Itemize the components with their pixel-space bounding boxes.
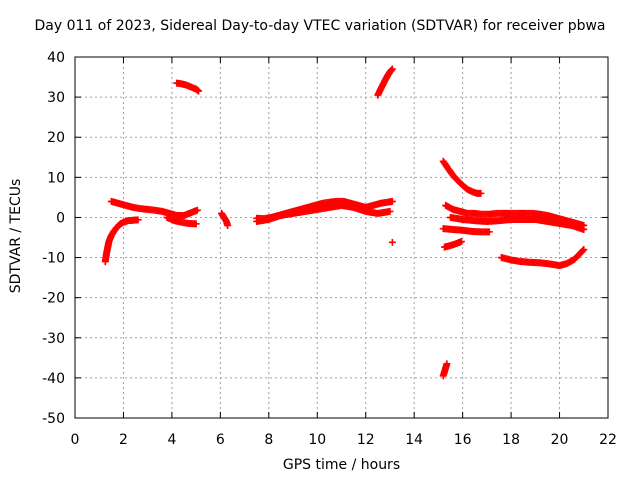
plot-frame bbox=[74, 56, 609, 419]
data-point bbox=[457, 238, 465, 246]
y-tick-label: -50 bbox=[42, 411, 65, 427]
x-tick-label: 16 bbox=[454, 432, 472, 448]
x-tick-label: 20 bbox=[551, 432, 569, 448]
data-point bbox=[580, 225, 588, 233]
gridlines bbox=[75, 57, 608, 418]
x-tick-label: 14 bbox=[405, 432, 423, 448]
x-tick-label: 4 bbox=[167, 432, 176, 448]
chart-title: Day 011 of 2023, Sidereal Day-to-day VTE… bbox=[34, 18, 606, 34]
data-points bbox=[101, 65, 588, 380]
series-track-e bbox=[253, 201, 394, 225]
series-isolated-point bbox=[388, 238, 396, 246]
y-tick-label: 10 bbox=[47, 170, 65, 186]
x-tick-label: 10 bbox=[308, 432, 326, 448]
x-axis-label: GPS time / hours bbox=[282, 457, 401, 473]
y-tick-label: 40 bbox=[47, 50, 65, 66]
series-track-b bbox=[163, 213, 200, 228]
data-point bbox=[134, 216, 142, 224]
axis-ticks: 0 2 4 6 8 10 12 14 16 18 20 22 40 30 20 10 0 -10 -20 -30 -40… bbox=[42, 50, 617, 448]
y-tick-label: -40 bbox=[42, 371, 65, 387]
data-point bbox=[224, 221, 232, 229]
series-high-arc-1 bbox=[173, 79, 203, 95]
series-track-h bbox=[439, 225, 493, 236]
data-point bbox=[388, 65, 396, 73]
data-point bbox=[193, 206, 201, 214]
series-track-c bbox=[218, 209, 232, 229]
series-track-a bbox=[107, 197, 201, 219]
x-tick-label: 0 bbox=[71, 432, 80, 448]
y-tick-label: 30 bbox=[47, 90, 65, 106]
y-tick-label: 0 bbox=[56, 210, 65, 226]
data-point bbox=[388, 66, 396, 74]
data-point bbox=[580, 246, 588, 254]
y-tick-label: -30 bbox=[42, 331, 65, 347]
series-descending-arc bbox=[439, 157, 485, 197]
series-track-i bbox=[440, 238, 465, 251]
y-tick-label: -20 bbox=[42, 291, 65, 307]
series-low-outlier bbox=[439, 360, 451, 380]
data-point bbox=[388, 197, 396, 205]
data-point bbox=[477, 189, 485, 197]
series-high-arc-2 bbox=[374, 65, 396, 99]
data-point bbox=[195, 87, 203, 95]
series-early-drop bbox=[101, 216, 142, 266]
series-lower-arc bbox=[497, 246, 588, 270]
x-tick-label: 12 bbox=[357, 432, 375, 448]
x-tick-label: 8 bbox=[264, 432, 273, 448]
data-point bbox=[192, 220, 200, 228]
x-tick-label: 18 bbox=[502, 432, 520, 448]
data-point bbox=[485, 228, 493, 236]
data-point bbox=[443, 360, 451, 368]
y-tick-label: 20 bbox=[47, 130, 65, 146]
y-tick-label: -10 bbox=[42, 251, 65, 267]
data-point bbox=[388, 238, 396, 246]
series-track-g bbox=[447, 213, 588, 233]
x-tick-label: 6 bbox=[216, 432, 225, 448]
x-tick-label: 22 bbox=[599, 432, 617, 448]
data-point bbox=[579, 247, 587, 255]
data-point bbox=[386, 207, 394, 215]
x-tick-label: 2 bbox=[119, 432, 128, 448]
